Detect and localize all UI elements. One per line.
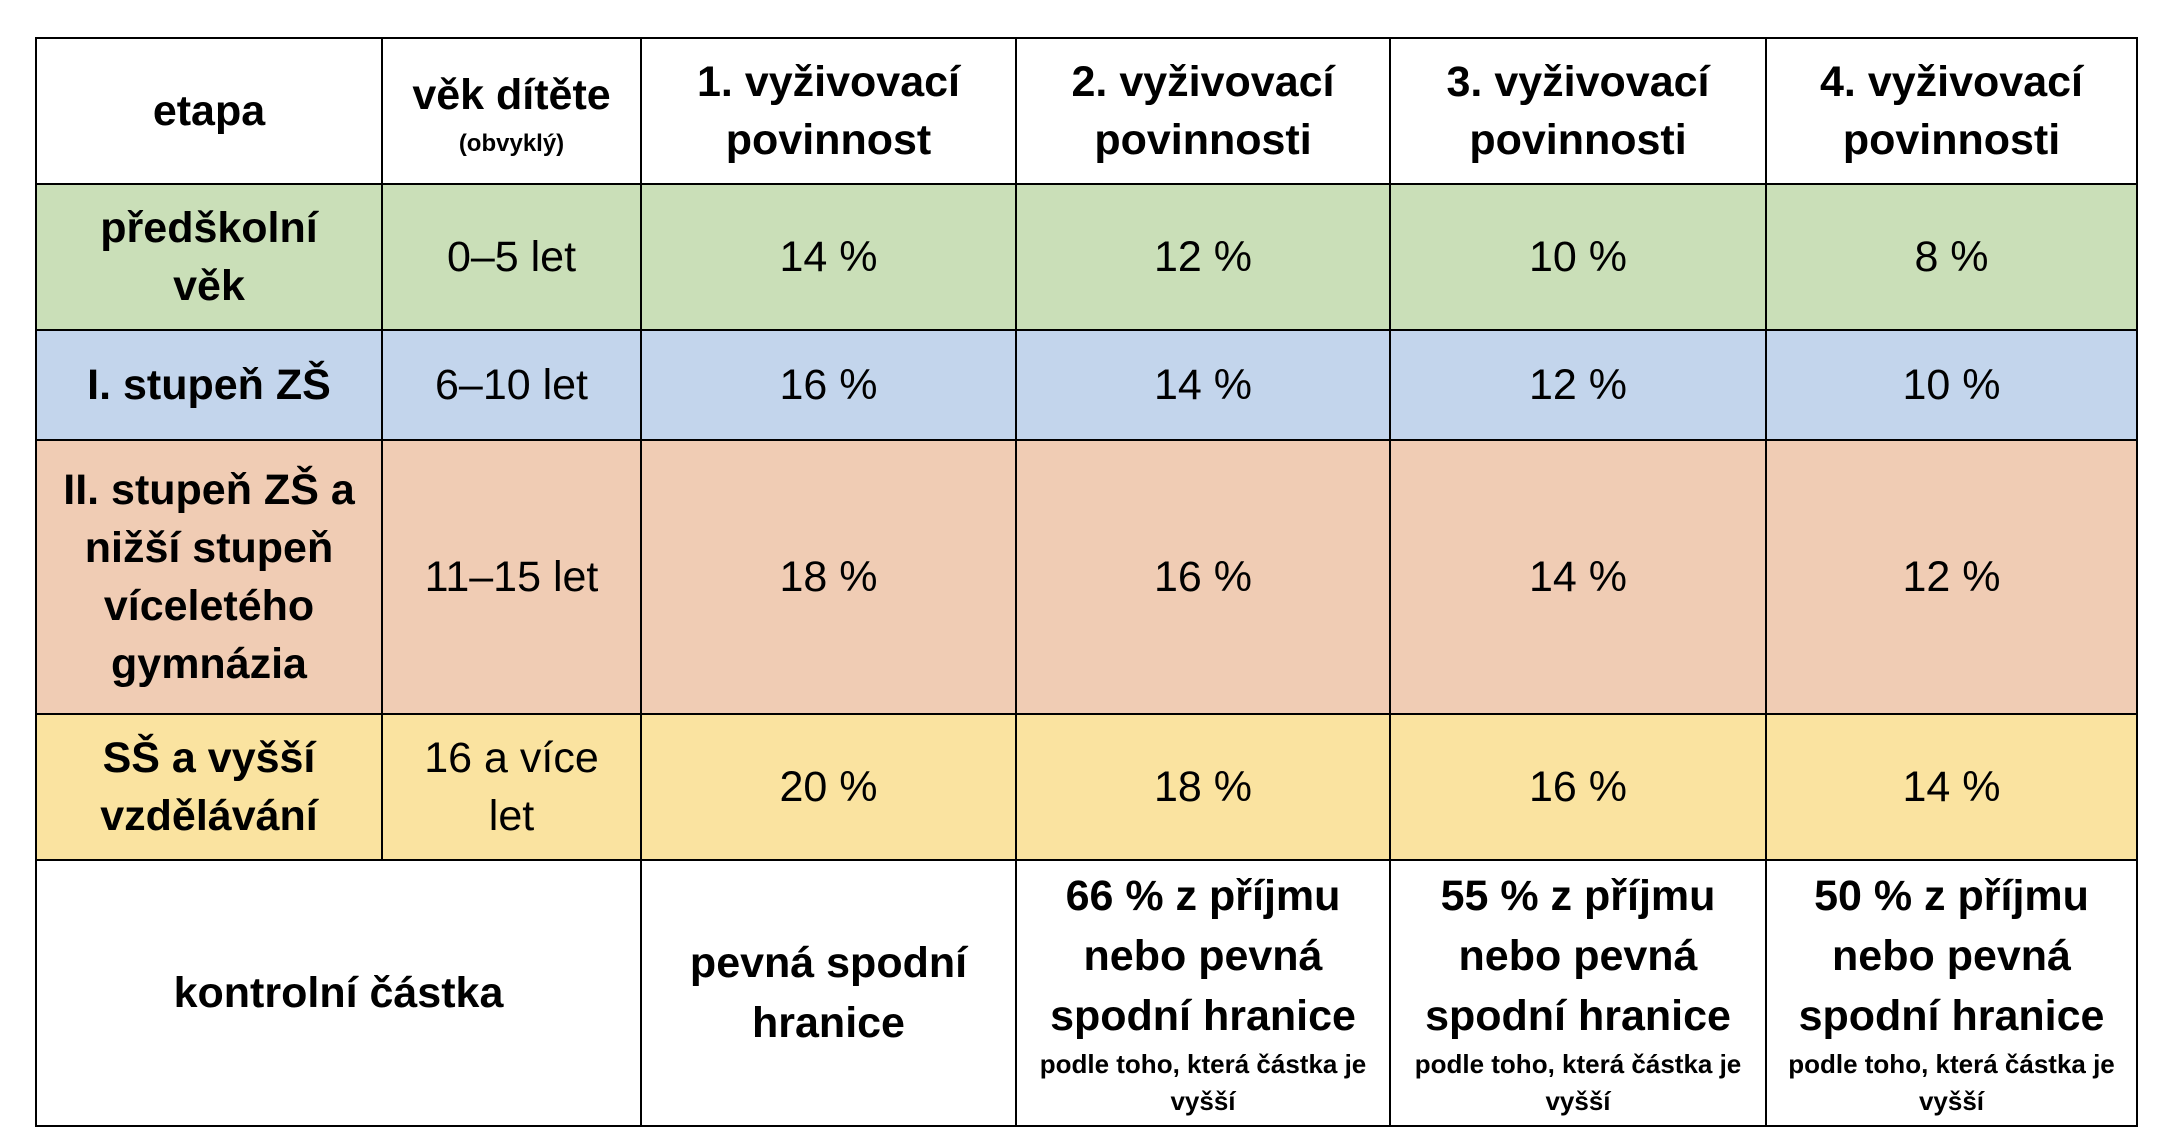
control-duty-4-note: podle toho, která částka je vyšší [1788,1049,2115,1116]
control-duty-1: pevná spodní hranice [640,859,1017,1127]
control-row: kontrolní částka pevná spodní hranice 66… [35,859,2138,1127]
duty-4-cell: 12 % [1765,439,2138,715]
duty-2-cell: 18 % [1015,713,1391,861]
table-row: II. stupeň ZŠ a nižší stupeň víceletého … [35,439,2138,715]
control-duty-4: 50 % z příjmu nebo pevná spodní hranice … [1765,859,2138,1127]
duty-3-cell: 12 % [1389,329,1767,441]
stage-cell: I. stupeň ZŠ [35,329,383,441]
duty-2-cell: 16 % [1015,439,1391,715]
duty-3-cell: 14 % [1389,439,1767,715]
header-row: etapa věk dítěte (obvyklý) 1. vyživovací… [35,37,2138,185]
control-duty-2-note: podle toho, která částka je vyšší [1039,1049,1367,1116]
header-age-note: (obvyklý) [458,130,565,157]
header-stage: etapa [35,37,383,185]
age-cell: 6–10 let [381,329,642,441]
duty-1-cell: 18 % [640,439,1017,715]
control-duty-2-text: 66 % z příjmu nebo pevná spodní hranice [1050,872,1356,1040]
control-duty-2: 66 % z příjmu nebo pevná spodní hranice … [1015,859,1391,1127]
age-cell: 16 a více let [381,713,642,861]
header-duty-4: 4. vyživovací povinnosti [1765,37,2138,185]
duty-3-cell: 10 % [1389,183,1767,331]
duty-3-cell: 16 % [1389,713,1767,861]
duty-1-cell: 14 % [640,183,1017,331]
duty-1-cell: 20 % [640,713,1017,861]
stage-cell: předškolní věk [35,183,383,331]
stage-cell: II. stupeň ZŠ a nižší stupeň víceletého … [35,439,383,715]
control-duty-4-text: 50 % z příjmu nebo pevná spodní hranice [1798,872,2105,1040]
maintenance-table: etapa věk dítěte (obvyklý) 1. vyživovací… [35,37,2138,1127]
control-duty-3-note: podle toho, která částka je vyšší [1414,1049,1742,1116]
header-duty-3: 3. vyživovací povinnosti [1389,37,1767,185]
header-duty-1: 1. vyživovací povinnost [640,37,1017,185]
control-label: kontrolní částka [35,859,642,1127]
duty-4-cell: 10 % [1765,329,2138,441]
table-row: I. stupeň ZŠ 6–10 let 16 % 14 % 12 % 10 … [35,329,2138,441]
stage-cell: SŠ a vyšší vzdělávání [35,713,383,861]
duty-1-cell: 16 % [640,329,1017,441]
header-age: věk dítěte (obvyklý) [381,37,642,185]
duty-2-cell: 14 % [1015,329,1391,441]
table-row: předškolní věk 0–5 let 14 % 12 % 10 % 8 … [35,183,2138,331]
header-duty-2: 2. vyživovací povinnosti [1015,37,1391,185]
control-duty-3: 55 % z příjmu nebo pevná spodní hranice … [1389,859,1767,1127]
control-duty-3-text: 55 % z příjmu nebo pevná spodní hranice [1425,872,1731,1040]
duty-4-cell: 14 % [1765,713,2138,861]
age-cell: 0–5 let [381,183,642,331]
age-cell: 11–15 let [381,439,642,715]
duty-4-cell: 8 % [1765,183,2138,331]
table-row: SŠ a vyšší vzdělávání 16 a více let 20 %… [35,713,2138,861]
duty-2-cell: 12 % [1015,183,1391,331]
